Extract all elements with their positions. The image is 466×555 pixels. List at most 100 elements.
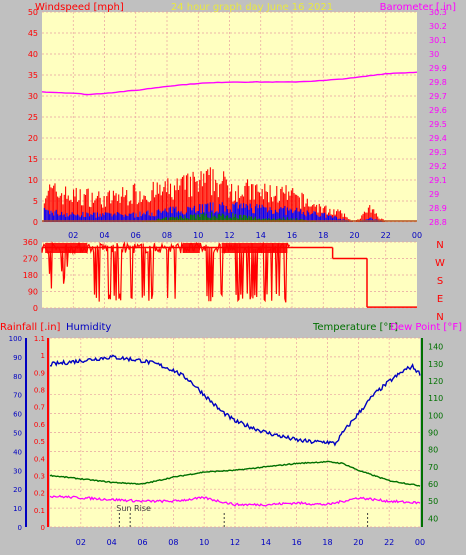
temperature-tick-label: 60: [428, 480, 438, 489]
wind-tick-label: 50: [28, 8, 38, 17]
temperature-tick-label: 130: [428, 360, 443, 369]
barometer-tick-label: 28.8: [429, 218, 447, 227]
barometer-tick-label: 30.3: [429, 8, 447, 17]
wind-x-tick-label: 18: [318, 231, 328, 240]
climate-x-tick-label: 16: [292, 538, 302, 547]
dewpoint-axis-title: Dew Point [°F]: [390, 322, 462, 333]
temperature-tick-label: 90: [428, 429, 438, 438]
rain-tick-label: 0.2: [34, 490, 45, 498]
wind-x-tick-label: 06: [131, 231, 141, 240]
direction-tick-label: 90: [28, 288, 38, 297]
barometer-tick-label: 29.1: [429, 176, 447, 185]
rain-tick-label: 0.9: [34, 369, 45, 377]
humidity-tick-label: 20: [13, 486, 22, 494]
barometer-tick-label: 29.7: [429, 92, 447, 101]
climate-x-tick-label: 20: [353, 538, 363, 547]
temperature-line: [49, 460, 421, 487]
temperature-tick-label: 40: [428, 514, 438, 523]
barometer-tick-label: 29.6: [429, 106, 447, 115]
wind-tick-label: 5: [33, 197, 38, 206]
wind-tick-label: 45: [28, 29, 38, 38]
humidity-tick-label: 50: [13, 430, 22, 438]
compass-label-n: N: [436, 240, 443, 251]
barometer-tick-label: 29.2: [429, 162, 447, 171]
barometer-tick-label: 30.1: [429, 36, 447, 45]
wind-x-tick-label: 22: [381, 231, 391, 240]
temperature-tick-label: 80: [428, 446, 438, 455]
direction-tick-label: 180: [23, 271, 38, 280]
temperature-axis-title: Temperature [°F]: [312, 322, 398, 333]
wind-x-tick-label: 16: [287, 231, 297, 240]
humidity-tick-label: 10: [13, 505, 22, 513]
humidity-tick-label: 30: [13, 467, 22, 475]
wind-tick-label: 30: [28, 92, 38, 101]
wind-tick-label: 25: [28, 113, 38, 122]
wind-tick-label: 35: [28, 71, 38, 80]
barometer-line: [41, 71, 418, 96]
humidity-tick-label: 0: [18, 524, 22, 532]
rain-tick-label: 1.1: [34, 335, 45, 343]
direction-tick-label: 0: [33, 304, 38, 313]
humidity-tick-label: 80: [13, 373, 22, 381]
barometer-tick-label: 30: [429, 50, 439, 59]
humidity-tick-label: 90: [13, 354, 22, 362]
barometer-tick-label: 30.2: [429, 22, 447, 31]
chart-title: 24 hour graph day June 16 2021: [171, 2, 333, 13]
temperature-tick-label: 100: [428, 411, 443, 420]
barometer-tick-label: 29: [429, 190, 439, 199]
rain-tick-label: 0.3: [34, 472, 45, 480]
climate-x-tick-label: 00: [415, 538, 425, 547]
temperature-tick-label: 110: [428, 394, 443, 403]
climate-x-tick-label: 08: [168, 538, 178, 547]
humidity-line: [49, 354, 421, 447]
rain-tick-label: 1: [41, 352, 45, 360]
barometer-tick-label: 29.8: [429, 78, 447, 87]
rain-tick-label: 0.4: [34, 455, 46, 463]
barometer-axis-title: Barometer [.in]: [380, 2, 456, 13]
humidity-tick-label: 60: [13, 411, 22, 419]
barometer-tick-label: 29.5: [429, 120, 447, 129]
temperature-tick-label: 50: [428, 497, 438, 506]
climate-x-tick-label: 12: [230, 538, 240, 547]
climate-x-tick-label: 02: [76, 538, 86, 547]
climate-x-tick-label: 10: [199, 538, 209, 547]
wind-x-tick-label: 08: [162, 231, 172, 240]
temperature-tick-label: 140: [428, 343, 443, 352]
wind-x-tick-label: 02: [68, 231, 78, 240]
compass-label-w: W: [435, 258, 445, 269]
humidity-tick-label: 100: [9, 335, 22, 343]
direction-tick-label: 360: [23, 238, 38, 247]
rain-tick-label: 0.8: [34, 387, 45, 395]
compass-label-e: E: [437, 294, 443, 305]
barometer-tick-label: 29.3: [429, 148, 447, 157]
rain-tick-label: 0.6: [34, 421, 46, 429]
compass-label-n: N: [436, 312, 443, 323]
climate-x-tick-label: 04: [107, 538, 117, 547]
barometer-tick-label: 28.9: [429, 204, 447, 213]
wind-x-tick-label: 10: [193, 231, 203, 240]
climate-x-tick-label: 22: [384, 538, 394, 547]
wind-x-tick-label: 20: [349, 231, 359, 240]
dewpoint-line: [49, 494, 421, 507]
wind-tick-label: 20: [28, 134, 38, 143]
wind-tick-label: 15: [28, 155, 38, 164]
wind-tick-label: 40: [28, 50, 38, 59]
sunrise-label: Sun Rise: [116, 504, 151, 513]
wind-tick-label: 0: [33, 218, 38, 227]
direction-tick-label: 270: [23, 255, 38, 264]
barometer-tick-label: 29.9: [429, 64, 447, 73]
humidity-tick-label: 70: [13, 392, 22, 400]
wind-axis-title: Windspeed [mph]: [35, 2, 124, 13]
humidity-axis-title: Humidity: [66, 322, 111, 333]
wind-x-tick-label: 14: [256, 231, 266, 240]
rain-tick-label: 0.1: [34, 507, 45, 515]
wind-tick-label: 10: [28, 176, 38, 185]
rain-tick-label: 0.5: [34, 438, 45, 446]
wind-x-tick-label: 00: [412, 231, 422, 240]
climate-x-tick-label: 18: [322, 538, 332, 547]
rain-axis-title: Rainfall [.in]: [0, 322, 61, 333]
wind-x-tick-label: 12: [224, 231, 234, 240]
temperature-tick-label: 70: [428, 463, 438, 472]
rain-tick-label: 0.7: [34, 404, 45, 412]
barometer-tick-label: 29.4: [429, 134, 447, 143]
